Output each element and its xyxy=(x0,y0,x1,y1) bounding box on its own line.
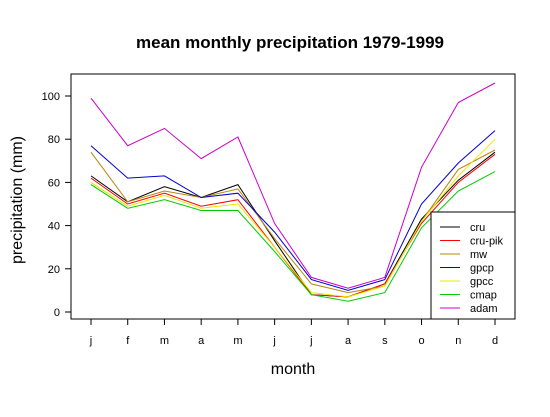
legend-label-cru: cru xyxy=(470,222,485,234)
y-tick-label: 80 xyxy=(48,134,60,146)
series-line-gpcp xyxy=(90,130,496,291)
legend-label-gpcc: gpcc xyxy=(470,276,494,288)
y-axis: 0 20 40 60 80 100 xyxy=(42,91,71,319)
x-tick-label: j xyxy=(89,335,92,347)
y-tick-label: 100 xyxy=(42,91,60,103)
y-tick-label: 0 xyxy=(54,307,60,319)
y-tick-label: 20 xyxy=(48,264,60,276)
y-tick-label: 60 xyxy=(48,177,60,189)
x-tick-label: f xyxy=(126,335,130,347)
legend-label-cru-pik: cru-pik xyxy=(470,236,504,248)
plot-frame xyxy=(70,73,516,320)
chart-title: mean monthly precipitation 1979-1999 xyxy=(136,33,444,52)
series-line-adam xyxy=(90,82,496,289)
x-axis-label: month xyxy=(271,361,315,378)
y-axis-label: precipitation (mm) xyxy=(9,136,26,264)
legend-label-mw: mw xyxy=(470,249,487,261)
x-tick-label: j xyxy=(272,335,275,347)
x-tick-label: s xyxy=(382,335,388,347)
legend-box xyxy=(430,211,516,320)
y-tick-label: 40 xyxy=(48,221,60,233)
x-tick-label: d xyxy=(492,335,498,347)
series-line-cru-pik xyxy=(90,153,496,298)
x-tick-label: j xyxy=(309,335,312,347)
x-tick-label: m xyxy=(160,335,169,347)
x-tick-label: n xyxy=(455,335,461,347)
series-layer xyxy=(90,82,496,302)
series-line-cmap xyxy=(90,171,496,302)
legend-label-cmap: cmap xyxy=(470,290,497,302)
x-tick-label: a xyxy=(345,335,352,347)
series-line-mw xyxy=(90,149,496,294)
legend-label-gpcp: gpcp xyxy=(470,263,494,275)
x-tick-label: m xyxy=(233,335,242,347)
x-tick-label: o xyxy=(418,335,424,347)
legend-label-adam: adam xyxy=(470,303,498,315)
series-line-gpcc xyxy=(90,138,496,298)
x-tick-label: a xyxy=(198,335,205,347)
